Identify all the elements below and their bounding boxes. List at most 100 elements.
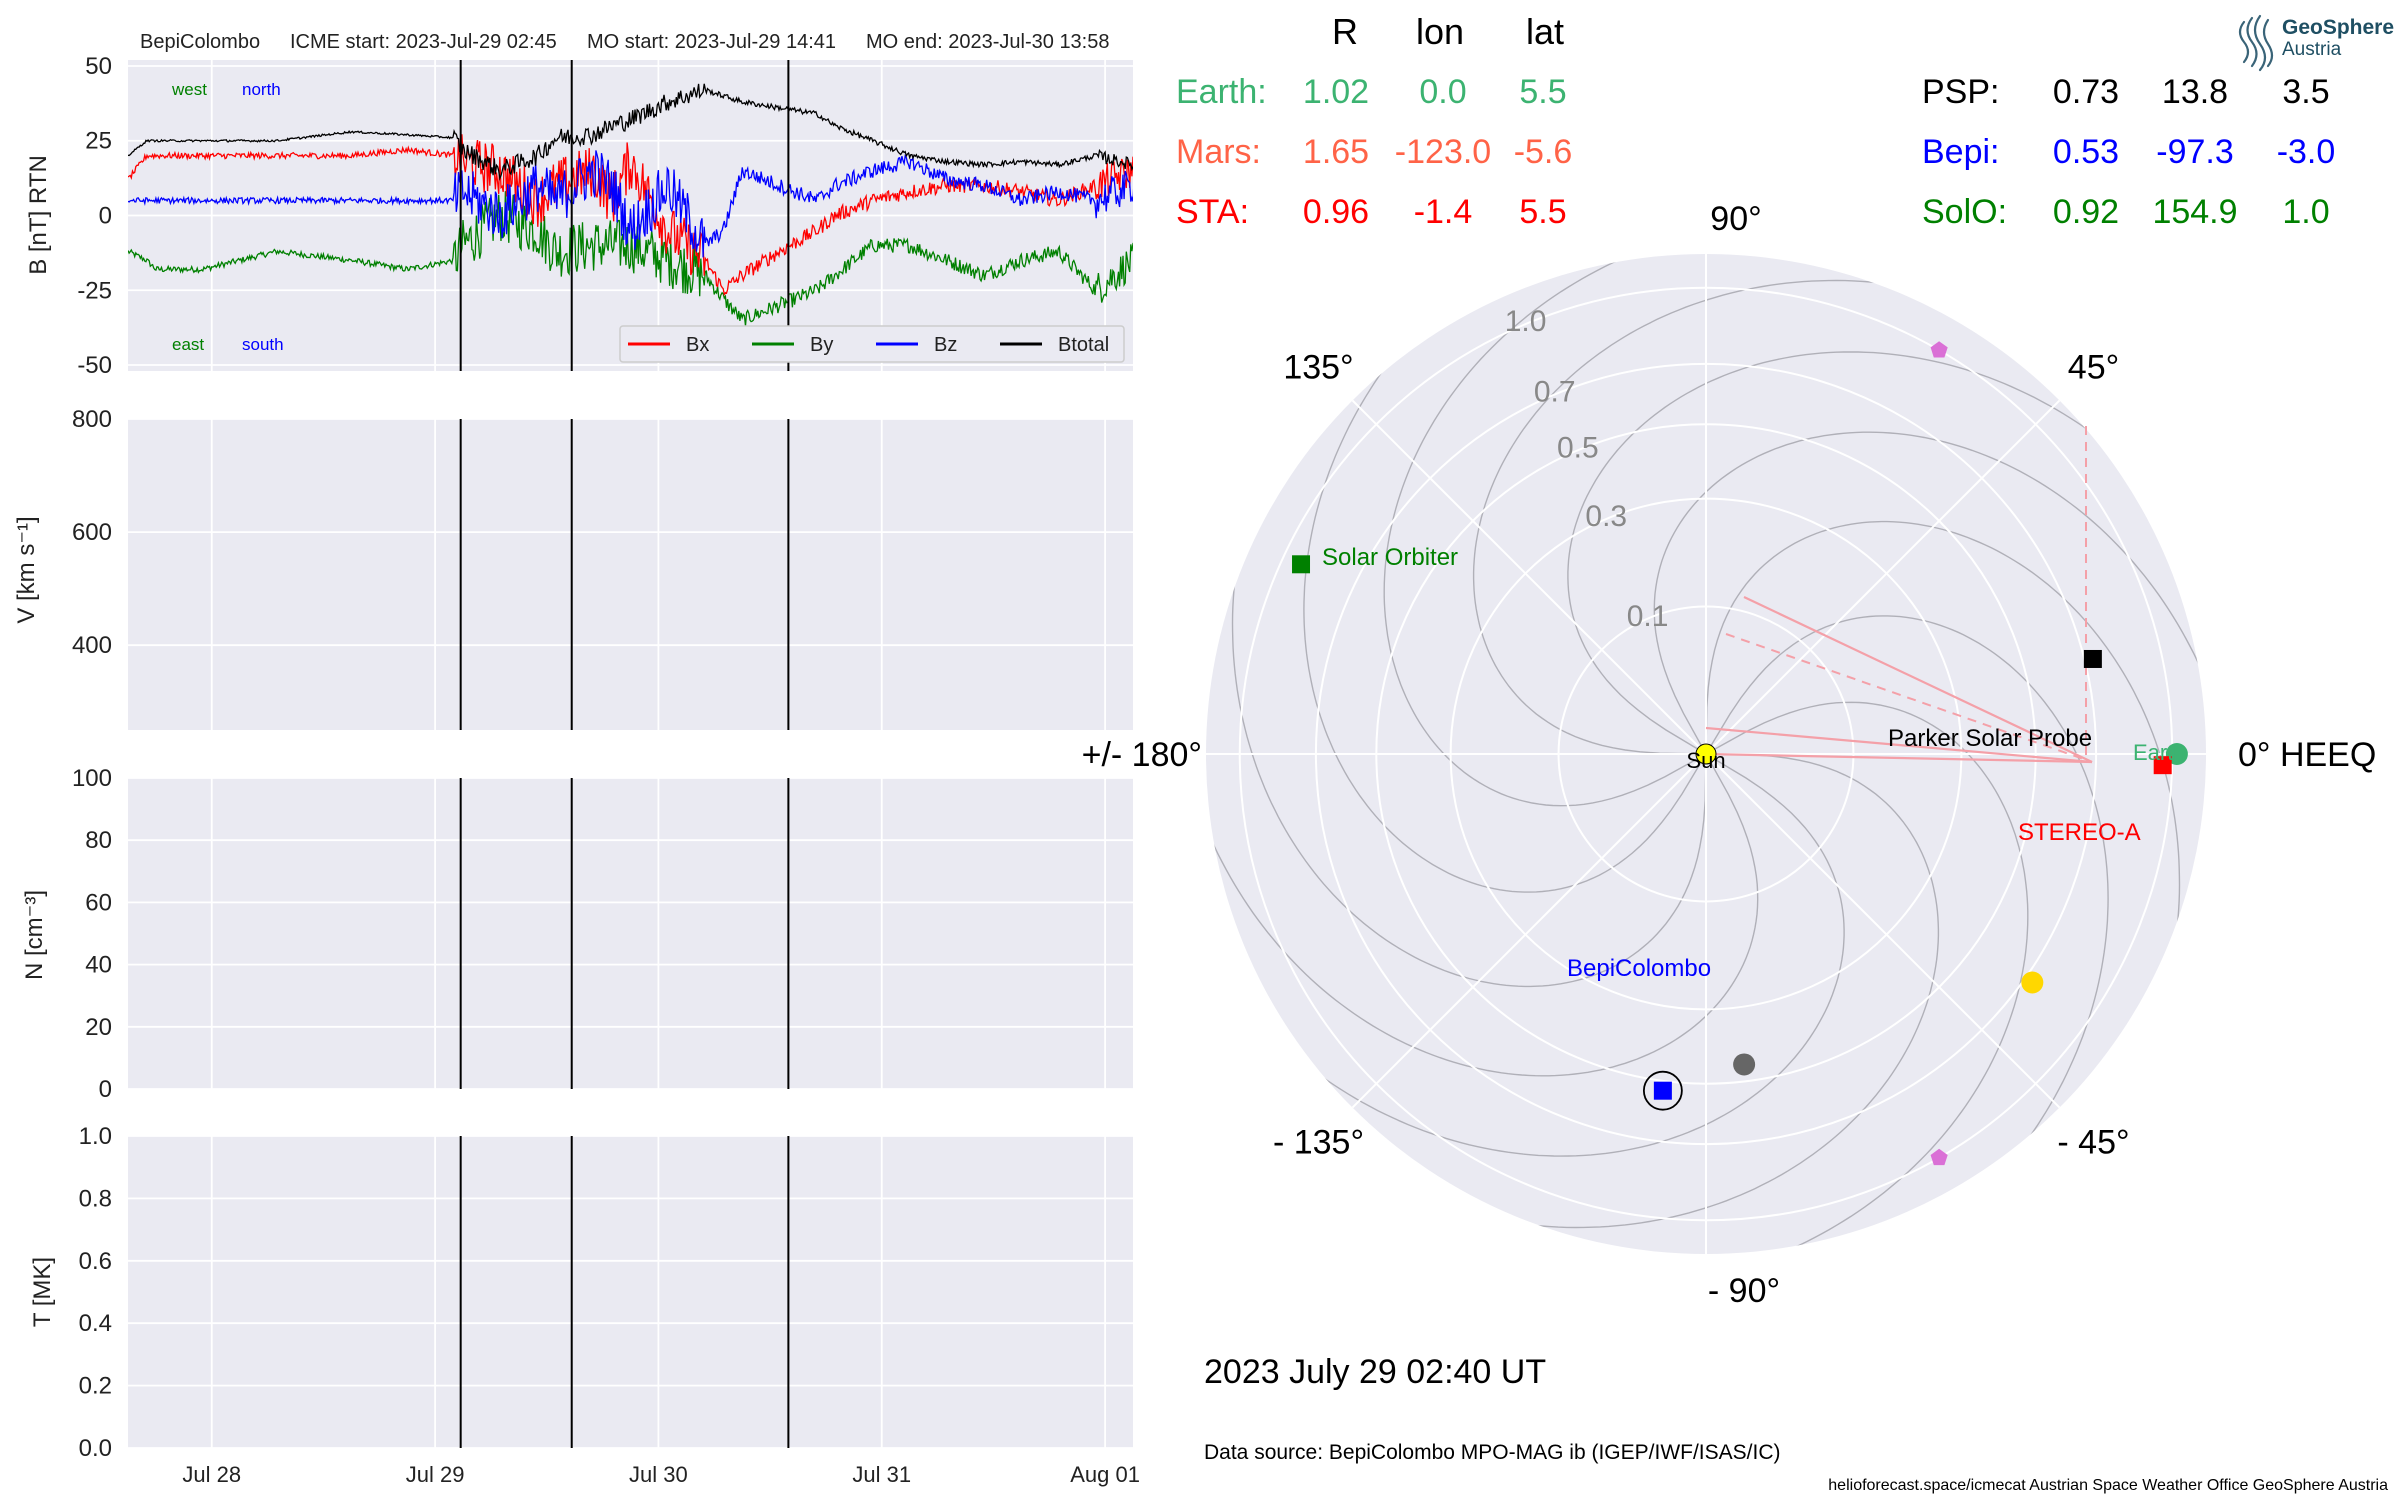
- radial-tick-label: 0.5: [1557, 431, 1599, 464]
- data-source: Data source: BepiColombo MPO-MAG ib (IGE…: [1204, 1441, 1781, 1464]
- polar-heeq-map: 0.1 0.3 0.5 0.7 1.0 0° HEEQ 45° 90° 135° +/- 180…: [1082, 200, 2377, 1310]
- angle-label: +/- 180°: [1082, 736, 1202, 774]
- logo-mark-icon: [2238, 14, 2274, 72]
- angle-label: 45°: [2068, 349, 2119, 387]
- series-by-line: [128, 191, 1133, 327]
- parker-spiral-line: [1705, 520, 2181, 1014]
- panel-t-grid: [128, 1135, 1133, 1449]
- bepicolombo-label: BepiColombo: [1567, 955, 1711, 982]
- table-left-cell: 5.5: [1519, 73, 1566, 111]
- series-btotal-line: [128, 83, 1133, 181]
- label-east: east: [172, 335, 204, 354]
- legend-frame: [619, 325, 1125, 363]
- panel-t-background: [128, 1136, 1133, 1448]
- polar-radial-tick-labels: 0.1 0.3 0.5 0.7 1.0: [1505, 305, 1669, 633]
- table-right-cell: Bepi:: [1922, 133, 2000, 171]
- y-tick-label: 50: [85, 53, 112, 80]
- logo-text-line2: Austria: [2282, 39, 2342, 60]
- y-tick-label: 600: [72, 519, 112, 546]
- table-left-cell: 0.0: [1419, 73, 1466, 111]
- sta-fov-line-center: [1705, 752, 2093, 764]
- panel-v-grid: [128, 418, 1133, 730]
- y-tick-label: 0.8: [79, 1185, 112, 1212]
- table-left-cell: 1.65: [1303, 133, 1369, 171]
- table-right-cell: PSP:: [1922, 73, 1999, 111]
- table-right-cell: 0.92: [2053, 193, 2119, 231]
- y-tick-label: 1.0: [79, 1123, 112, 1150]
- table-right-cell: 3.5: [2282, 73, 2329, 111]
- panel-v-event-lines: [459, 419, 790, 730]
- angle-label: - 45°: [2057, 1123, 2129, 1161]
- spacecraft-title: BepiColombo: [140, 31, 260, 53]
- y-tick-label: 25: [85, 128, 112, 155]
- footer-credits: helioforecast.space/icmecat Austrian Spa…: [1828, 1477, 2388, 1494]
- polar-bodies: [1292, 341, 2188, 1166]
- polar-grid-spoke: [1351, 399, 1707, 755]
- y-tick-label: -50: [77, 352, 112, 379]
- panel-b-legend: Bx By Bz Btotal: [619, 325, 1125, 363]
- panel-v-yticks: 400 600 800: [72, 406, 112, 659]
- panel-b-ylabel: B [nT] RTN: [25, 155, 52, 275]
- y-tick-label: -25: [77, 277, 112, 304]
- panel-b-series: [128, 83, 1133, 327]
- sta-fov-line-upper: [1743, 596, 2093, 763]
- legend-label-bx: Bx: [686, 334, 709, 356]
- parker-spiral-line: [1705, 701, 2029, 1254]
- parker-spiral-line: [1206, 753, 1759, 1077]
- table-header-lon: lon: [1416, 11, 1464, 52]
- series-bx-line: [128, 134, 1133, 297]
- table-right-cell: SolO:: [1922, 193, 2007, 231]
- y-tick-label: 60: [85, 889, 112, 916]
- x-tick-label: Jul 30: [629, 1462, 688, 1487]
- x-tick-label: Jul 29: [406, 1462, 465, 1487]
- y-tick-label: 100: [72, 765, 112, 792]
- marker-bepicolombo: [1653, 1081, 1672, 1100]
- radial-tick-label: 0.7: [1534, 376, 1576, 409]
- legend-label-bz: Bz: [934, 334, 957, 356]
- panel-b-event-lines: [459, 60, 790, 371]
- series-bz-line: [128, 150, 1133, 258]
- bepicolombo-ring: [1642, 1070, 1683, 1111]
- table-right-cell: 154.9: [2152, 193, 2237, 231]
- polar-grid: [1206, 254, 2206, 1254]
- table-header-lat: lat: [1526, 11, 1564, 52]
- sun-label: Sun: [1686, 748, 1725, 773]
- table-left-cell: -5.6: [1514, 133, 1573, 171]
- panel-n-yticks: 0 20 40 60 80 100: [72, 765, 112, 1103]
- panel-n-event-lines: [459, 778, 790, 1089]
- radial-tick-label: 0.1: [1627, 600, 1669, 633]
- logo-text-line1: GeoSphere: [2282, 16, 2394, 39]
- angle-label: - 90°: [1708, 1272, 1780, 1310]
- mo-end-label: MO end: 2023-Jul-30 13:58: [866, 31, 1110, 53]
- earth-label: Earth: [2133, 740, 2186, 765]
- marker-sun: [1695, 743, 1717, 765]
- table-right-cell: 13.8: [2162, 73, 2228, 111]
- panel-density: 0 20 40 60 80 100 N [cm⁻³]: [21, 765, 1133, 1103]
- table-left-cell: STA:: [1176, 193, 1249, 231]
- parker-spiral-lines: [1206, 254, 2206, 1254]
- icme-start-label: ICME start: 2023-Jul-29 02:45: [290, 31, 557, 53]
- panel-n-ylabel: N [cm⁻³]: [21, 890, 48, 980]
- panel-v-background: [128, 419, 1133, 730]
- radial-tick-label: 1.0: [1505, 305, 1547, 338]
- panel-t-yticks: 0.0 0.2 0.4 0.6 0.8 1.0: [79, 1123, 112, 1462]
- table-left-cell: 1.02: [1303, 73, 1369, 111]
- parker-spiral-line: [1231, 494, 1707, 988]
- y-tick-label: 800: [72, 406, 112, 433]
- y-tick-label: 0.0: [79, 1435, 112, 1462]
- table-header-r: R: [1332, 11, 1358, 52]
- marker-mercury: [1733, 1053, 1756, 1076]
- table-left-cell: -1.4: [1414, 193, 1473, 231]
- marker-l5: [1930, 1148, 1948, 1166]
- y-tick-label: 0: [99, 203, 112, 230]
- angle-label: 90°: [1710, 200, 1761, 238]
- stereo-a-label: STEREO-A: [2018, 819, 2141, 846]
- panel-n-background: [128, 778, 1133, 1089]
- label-west: west: [171, 80, 207, 99]
- panel-speed: 400 600 800 V [km s⁻¹]: [13, 406, 1133, 730]
- panel-t-event-lines: [459, 1136, 790, 1448]
- table-left-cell: 5.5: [1519, 193, 1566, 231]
- y-tick-label: 0: [99, 1076, 112, 1103]
